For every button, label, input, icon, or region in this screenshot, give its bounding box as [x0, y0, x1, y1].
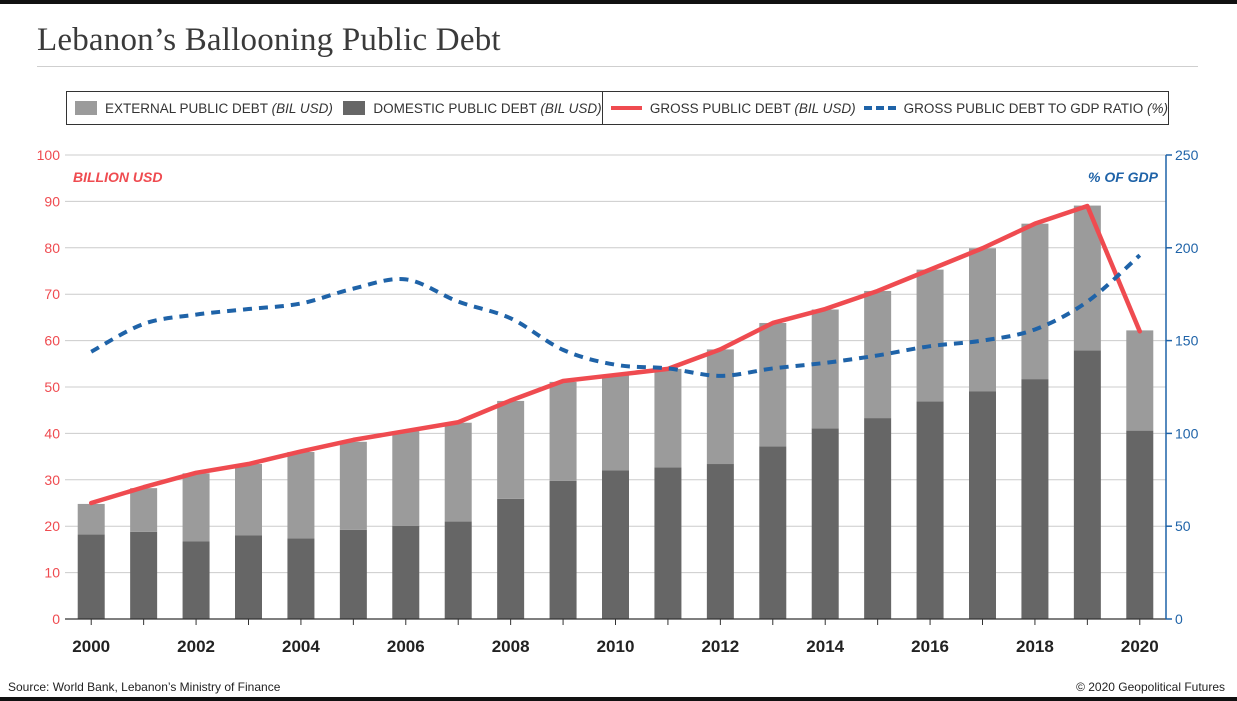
legend-swatch-ratio	[863, 106, 896, 110]
bar-domestic	[706, 464, 734, 619]
legend-item-gross: GROSS PUBLIC DEBT (BIL USD)	[601, 92, 856, 124]
legend-item-domestic: DOMESTIC PUBLIC DEBT (BIL USD)	[335, 92, 602, 124]
y-left-tick-label: 80	[44, 240, 60, 256]
copyright-note: © 2020 Geopolitical Futures	[1076, 680, 1225, 694]
bar-external	[339, 441, 367, 530]
bottom-rule	[0, 697, 1237, 701]
x-tick-label: 2016	[911, 637, 949, 656]
bar-domestic	[339, 529, 367, 619]
bar-external	[549, 381, 577, 481]
bar-domestic	[392, 525, 420, 619]
bar-domestic	[1073, 350, 1101, 619]
bar-external	[287, 451, 315, 539]
bar-external	[182, 473, 210, 542]
bar-external	[444, 422, 472, 522]
bar-external	[1021, 223, 1049, 380]
bar-domestic	[916, 401, 944, 619]
y-left-tick-label: 0	[52, 611, 60, 627]
bar-domestic	[182, 541, 210, 619]
legend-swatch-gross	[610, 106, 642, 110]
x-tick-label: 2014	[806, 637, 844, 656]
y-left-tick-label: 100	[37, 147, 61, 163]
x-tick-label: 2018	[1016, 637, 1054, 656]
legend-swatch-external	[75, 101, 97, 115]
x-tick-label: 2004	[282, 637, 320, 656]
bar-external	[1126, 330, 1154, 431]
bar-external	[759, 322, 787, 447]
x-tick-label: 2000	[72, 637, 110, 656]
bar-external	[235, 464, 262, 536]
bar-external	[654, 368, 682, 468]
y-right-tick-label: 100	[1175, 425, 1199, 441]
bar-domestic	[759, 446, 787, 619]
bar-domestic	[864, 418, 892, 619]
bar-domestic	[654, 467, 682, 619]
legend-label-domestic: DOMESTIC PUBLIC DEBT (BIL USD)	[373, 100, 602, 116]
bar-external	[392, 431, 420, 526]
bar-domestic	[811, 428, 839, 619]
y-left-tick-label: 50	[44, 379, 60, 395]
bar-external	[130, 488, 158, 532]
x-tick-label: 2012	[701, 637, 739, 656]
y-right-tick-label: 50	[1175, 518, 1191, 534]
bar-domestic	[444, 521, 472, 619]
x-tick-label: 2006	[387, 637, 425, 656]
legend-label-external: EXTERNAL PUBLIC DEBT (BIL USD)	[105, 100, 333, 116]
y-left-tick-label: 70	[44, 286, 60, 302]
bar-domestic	[497, 498, 525, 619]
y-left-tick-label: 90	[44, 193, 60, 209]
line-debt-to-gdp-ratio	[90, 253, 1142, 378]
top-rule	[0, 0, 1237, 4]
bar-external	[706, 349, 734, 465]
x-tick-label: 2010	[597, 637, 635, 656]
chart-legend: EXTERNAL PUBLIC DEBT (BIL USD) DOMESTIC …	[66, 91, 1169, 125]
x-tick-label: 2008	[492, 637, 530, 656]
bar-external	[77, 503, 105, 535]
bar-domestic	[602, 470, 629, 619]
x-tick-label: 2002	[177, 637, 215, 656]
line-gross-debt	[88, 203, 1143, 506]
source-note: Source: World Bank, Lebanon’s Ministry o…	[8, 680, 281, 694]
y-right-axis-label: % OF GDP	[1088, 169, 1159, 185]
legend-label-ratio: GROSS PUBLIC DEBT TO GDP RATIO (%)	[903, 100, 1168, 116]
legend-label-gross: GROSS PUBLIC DEBT (BIL USD)	[649, 100, 856, 116]
y-left-tick-label: 10	[44, 565, 60, 581]
bar-external	[969, 248, 996, 392]
y-right-tick-label: 200	[1175, 240, 1199, 256]
y-left-tick-label: 20	[44, 518, 60, 534]
bar-domestic	[235, 535, 262, 619]
bar-domestic	[969, 391, 996, 619]
bar-domestic	[130, 531, 158, 619]
y-right-tick-label: 0	[1175, 611, 1183, 627]
y-left-axis-label: BILLION USD	[73, 169, 162, 185]
y-left-tick-label: 30	[44, 472, 60, 488]
y-left-tick-label: 40	[44, 425, 60, 441]
legend-item-external: EXTERNAL PUBLIC DEBT (BIL USD)	[67, 92, 335, 124]
bar-domestic	[549, 480, 577, 619]
bar-external	[602, 374, 629, 471]
bar-external	[811, 309, 839, 429]
bar-domestic	[287, 538, 315, 619]
bar-domestic	[77, 534, 105, 619]
legend-swatch-domestic	[343, 101, 366, 115]
bar-external	[497, 400, 525, 499]
legend-item-ratio: GROSS PUBLIC DEBT TO GDP RATIO (%)	[856, 92, 1168, 124]
y-right-tick-label: 250	[1175, 147, 1199, 163]
x-tick-label: 2020	[1121, 637, 1159, 656]
title-divider	[37, 66, 1198, 67]
y-right-tick-label: 150	[1175, 333, 1199, 349]
bar-domestic	[1021, 379, 1049, 619]
bar-external	[916, 269, 944, 402]
bar-domestic	[1126, 430, 1154, 619]
y-left-tick-label: 60	[44, 333, 60, 349]
chart-title: Lebanon’s Ballooning Public Debt	[37, 22, 501, 58]
